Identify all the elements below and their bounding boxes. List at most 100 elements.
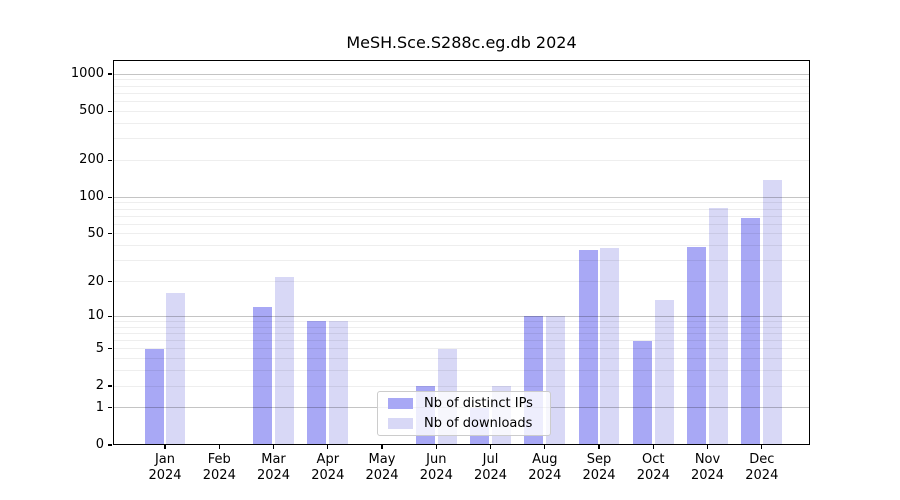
x-axis-tick-mark — [706, 445, 709, 449]
y-axis-tick-mark — [108, 159, 112, 161]
gridline-minor — [114, 122, 809, 124]
x-axis-tick-mark — [761, 445, 763, 449]
x-axis-tick-label-line: Jun — [426, 452, 447, 467]
gridline-minor — [114, 348, 809, 350]
y-axis-tick-label: 5 — [95, 340, 104, 356]
gridline-minor — [114, 92, 809, 94]
bar-nb-of-distinct-ips-mar-2024 — [253, 307, 273, 445]
y-axis-tick-label: 1000 — [70, 66, 104, 81]
x-axis-tick-label: May 2024 — [354, 452, 410, 484]
x-axis-tick-label-line: Aug — [532, 452, 558, 467]
x-axis-tick-label-line: Jan — [154, 452, 176, 467]
legend-row-distinct-ips: Nb of distinct IPs — [386, 396, 542, 412]
gridline-minor — [114, 233, 809, 235]
bar-nb-of-downloads-sep-2024 — [600, 248, 620, 445]
y-axis-tick-mark — [108, 280, 112, 283]
gridline-minor — [114, 215, 809, 217]
x-axis-tick-label-line: Apr — [316, 452, 340, 467]
gridline-minor — [114, 208, 809, 210]
x-axis-tick-mark — [327, 445, 329, 449]
x-axis-tick-label-line: 2024 — [365, 468, 399, 483]
gridline-minor — [114, 79, 809, 81]
x-axis-tick-label-line: 2024 — [745, 468, 779, 483]
bar-nb-of-distinct-ips-jan-2024 — [144, 348, 164, 445]
x-axis-tick-label-line: Dec — [749, 452, 775, 467]
bar-nb-of-distinct-ips-dec-2024 — [741, 218, 761, 445]
bar-nb-of-distinct-ips-apr-2024 — [307, 321, 327, 445]
y-axis-tick-label: 10 — [87, 308, 104, 324]
x-axis-tick-mark — [218, 445, 220, 449]
x-axis-tick-label-line: 2024 — [419, 468, 453, 483]
y-axis-tick-label: 1 — [95, 399, 104, 415]
x-axis-tick-label-line: Mar — [261, 452, 286, 467]
x-axis-tick-label-line: 2024 — [256, 468, 291, 483]
x-axis-tick-mark — [164, 445, 166, 449]
y-axis-tick-mark — [108, 385, 112, 387]
y-axis-tick-label: 0 — [95, 437, 104, 452]
x-axis-tick-mark — [544, 445, 546, 449]
gridline-minor — [114, 320, 809, 322]
x-axis-tick-mark — [272, 445, 275, 449]
x-axis-tick-label-line: Oct — [642, 452, 665, 467]
gridline-minor — [114, 332, 809, 334]
legend-swatch-downloads — [388, 418, 413, 429]
x-axis-tick-label-line: 2024 — [636, 468, 670, 483]
x-axis-tick-label: Feb 2024 — [191, 452, 247, 484]
bar-nb-of-downloads-apr-2024 — [329, 321, 349, 445]
y-axis-tick-mark — [108, 110, 112, 112]
x-axis-tick-label: Sep 2024 — [571, 452, 627, 484]
gridline-minor — [114, 260, 809, 262]
x-axis-tick-label: Mar 2024 — [246, 452, 302, 484]
x-axis-tick-label-line: May — [368, 452, 396, 467]
x-axis-tick-label: Oct 2024 — [625, 452, 681, 484]
bar-nb-of-distinct-ips-sep-2024 — [578, 249, 598, 445]
y-axis-tick-mark — [108, 407, 112, 409]
gridline-minor — [114, 159, 809, 161]
y-axis-tick-mark — [108, 73, 112, 75]
x-axis-tick-label-line: Sep — [586, 452, 612, 467]
x-axis-tick-mark — [489, 445, 492, 449]
gridline-minor — [114, 326, 809, 328]
bar-nb-of-downloads-mar-2024 — [274, 276, 294, 445]
x-axis-tick-label-line: 2024 — [690, 468, 725, 483]
y-axis-tick-label: 2 — [95, 378, 104, 393]
gridline-minor — [114, 245, 809, 247]
x-axis-tick-label-line: 2024 — [528, 468, 562, 483]
bar-nb-of-distinct-ips-oct-2024 — [632, 340, 652, 445]
gridline-minor — [114, 340, 809, 341]
x-axis-tick-label: Dec 2024 — [734, 452, 790, 484]
plot-frame — [113, 60, 810, 445]
x-axis-tick-label-line: 2024 — [202, 468, 236, 483]
legend-row-downloads: Nb of downloads — [386, 416, 542, 432]
gridline-minor — [114, 110, 809, 112]
bar-nb-of-downloads-dec-2024 — [763, 180, 783, 445]
bar-nb-of-downloads-jan-2024 — [166, 292, 186, 445]
bar-nb-of-downloads-oct-2024 — [654, 299, 674, 445]
gridline-major — [114, 196, 809, 198]
y-axis-tick-mark — [108, 444, 112, 446]
gridline-minor — [114, 281, 809, 282]
x-axis-tick-mark — [652, 445, 654, 449]
gridline-major — [114, 73, 809, 75]
y-axis-tick-mark — [108, 315, 112, 317]
gridline-minor — [114, 370, 809, 372]
y-axis-tick-label: 500 — [79, 103, 104, 119]
x-axis-tick-label: Aug 2024 — [517, 452, 573, 484]
legend-swatch-distinct-ips — [388, 398, 413, 409]
gridline-minor — [114, 385, 809, 387]
y-axis-tick-mark — [108, 348, 112, 350]
x-axis-tick-label-line: 2024 — [148, 468, 182, 483]
y-axis-tick-label: 20 — [87, 273, 104, 289]
x-axis-tick-label-line: Feb — [207, 452, 231, 467]
x-axis-tick-label: Jul 2024 — [463, 452, 519, 484]
y-axis-tick-label: 100 — [79, 189, 104, 205]
x-axis-tick-label-line: 2024 — [473, 468, 508, 483]
chart-title: MeSH.Sce.S288c.eg.db 2024 — [346, 33, 577, 52]
y-axis-tick-label: 200 — [79, 152, 104, 168]
y-axis-tick-mark — [108, 196, 112, 198]
y-axis-tick-label: 50 — [87, 225, 104, 241]
